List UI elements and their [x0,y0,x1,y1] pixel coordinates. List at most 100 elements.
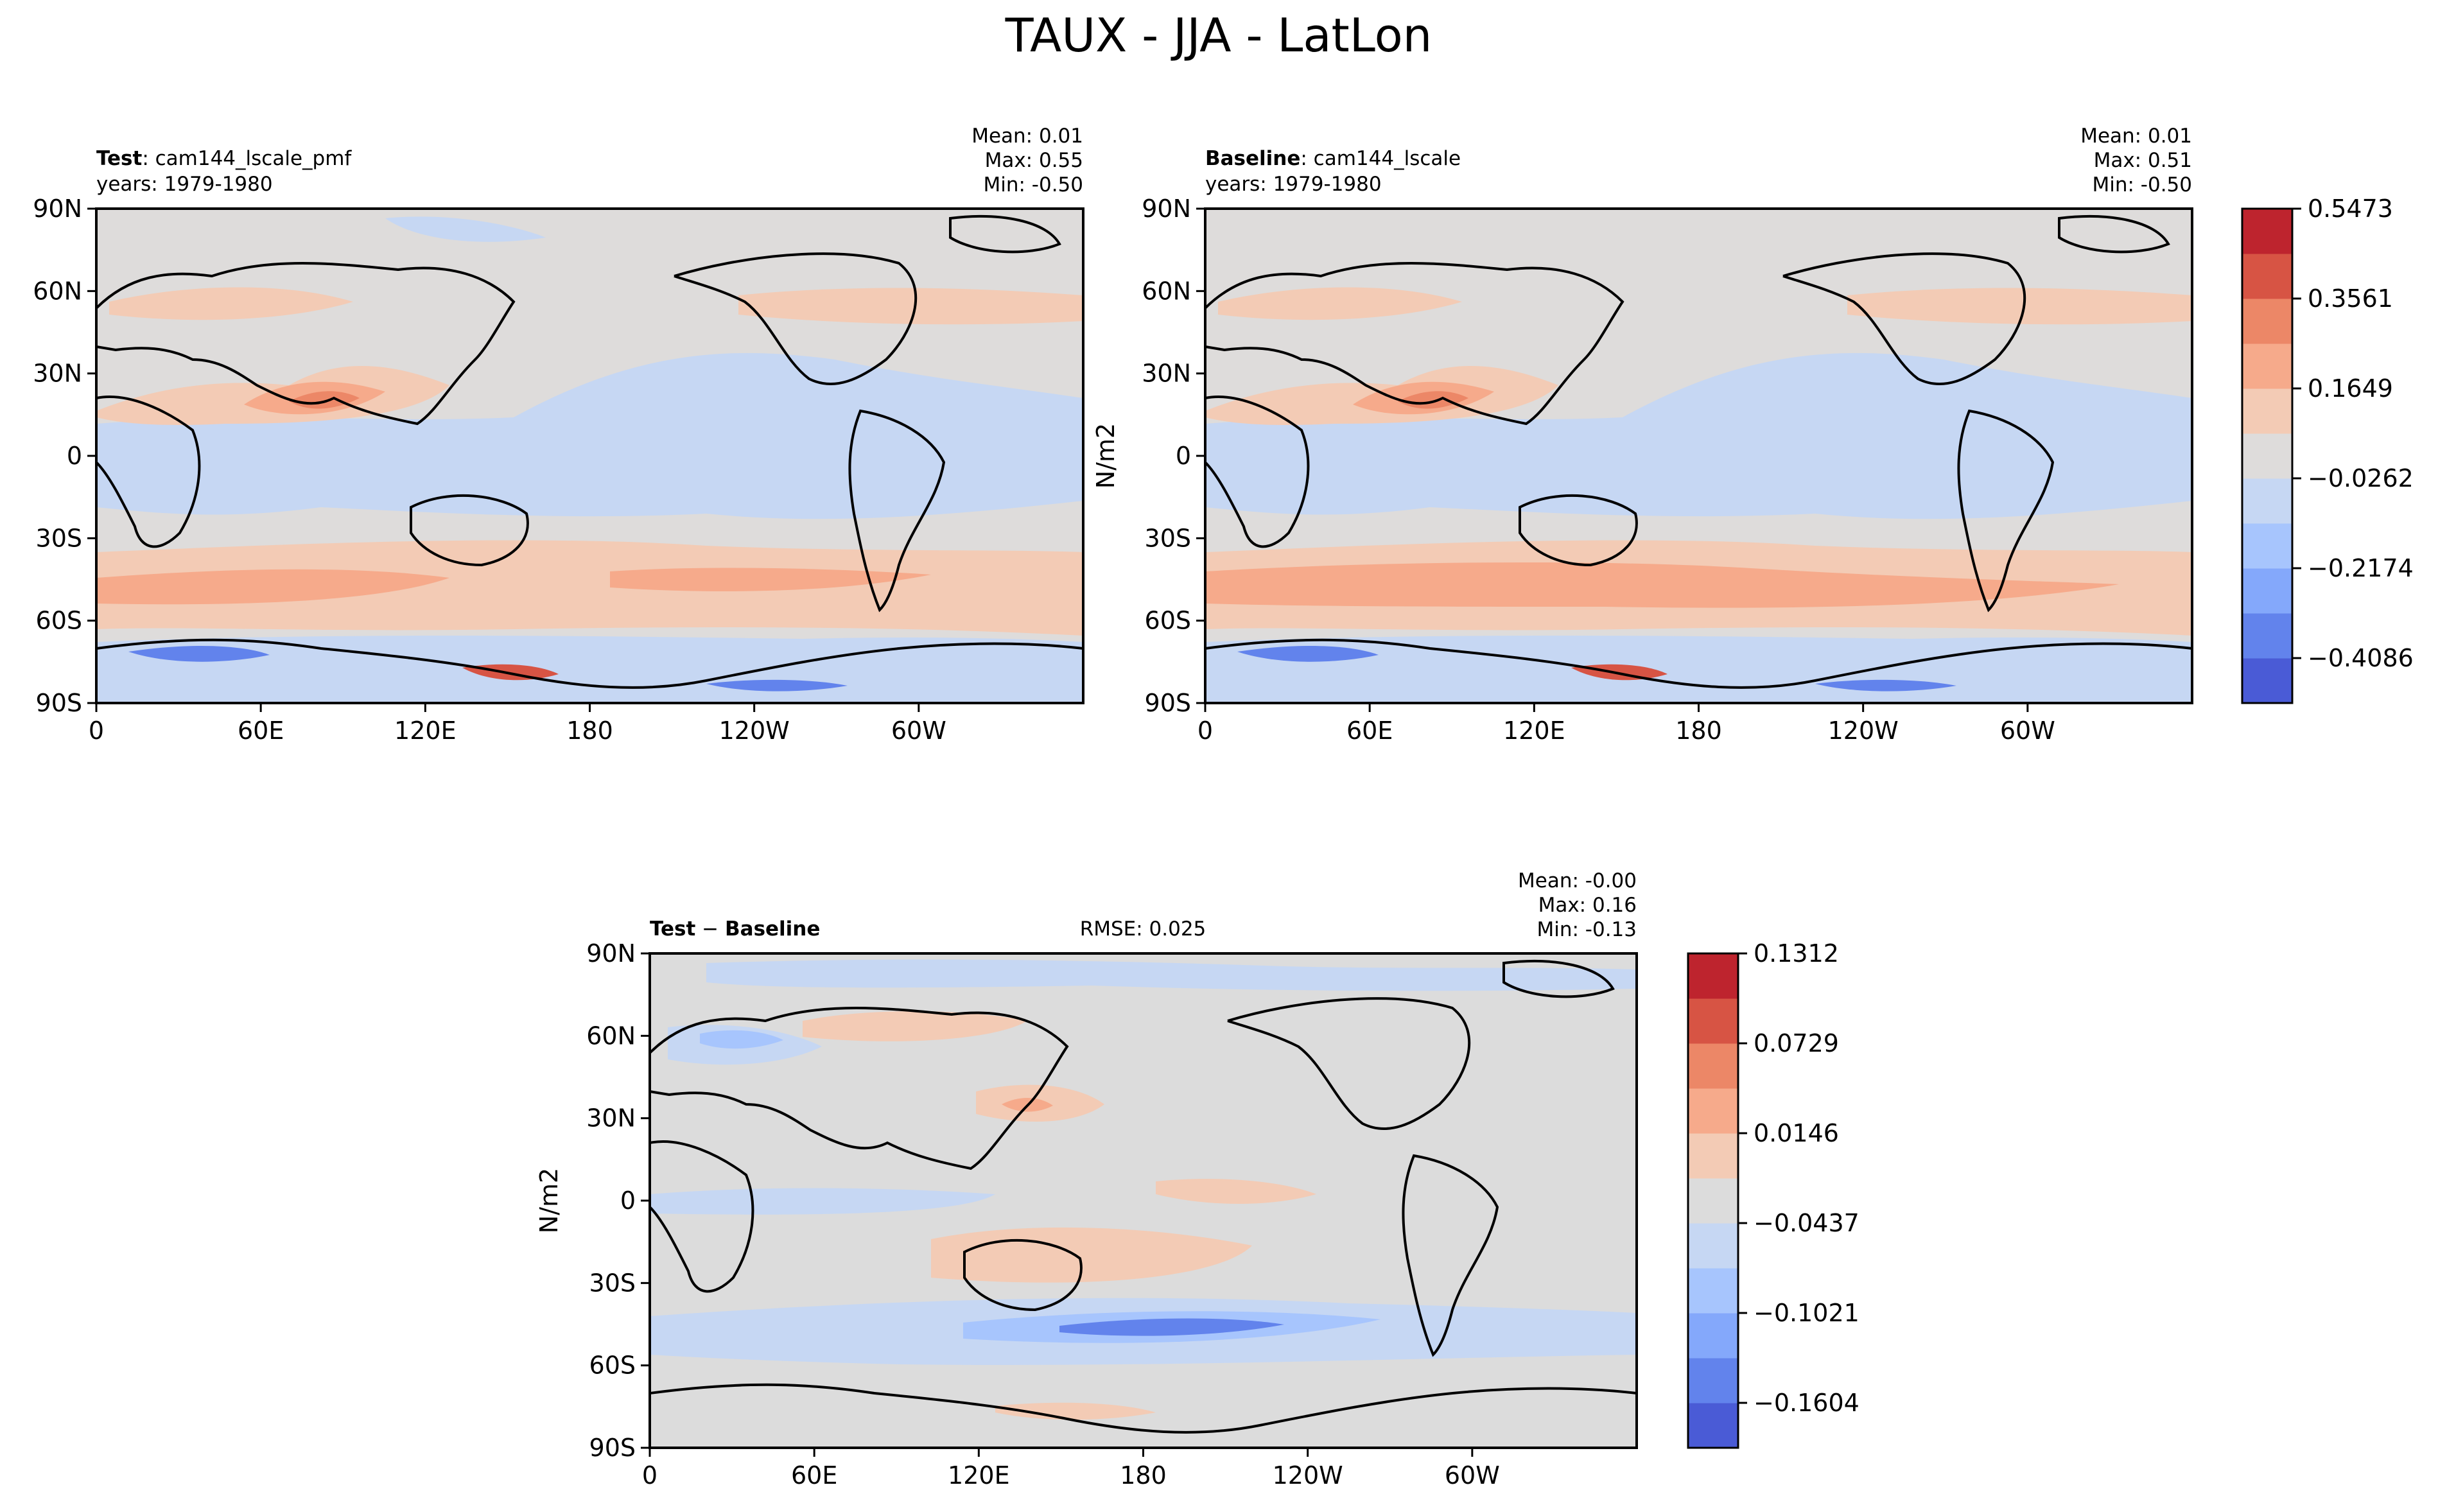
colorbar-segment [2242,388,2292,434]
main-colorbar-segments [2242,209,2292,704]
diff-coastline-north-america [1227,997,1471,1130]
diff-panel: Test − Baseline RMSE: 0.025 Mean: -0.00 … [535,869,1638,1490]
lon-tick-label: 60W [1445,1461,1500,1490]
lon-tick-label: 120E [948,1461,1010,1490]
lon-tick-label: 60W [891,717,946,745]
test-southern-westerlies-core [96,569,449,605]
diff-lat-ticks: 90N 60N 30N 0 30S 60S 90S [586,939,650,1462]
colorbar-tick-label: −0.1604 [1754,1389,1859,1417]
colorbar-segment [1688,953,1738,999]
test-lat-ticks: 90N 60N 30N 0 30S 60S 90S [33,195,96,717]
colorbar-tick-label: 0.3561 [2308,284,2393,313]
test-eurasia-westerlies [109,287,353,320]
diff-stat-mean: Mean: -0.00 [1518,869,1637,892]
baseline-coastline-africa [1205,395,1310,548]
lon-tick-label: 0 [1197,717,1213,745]
lon-tick-label: 60E [1346,717,1393,745]
baseline-coastline-eurasia [1205,262,1624,426]
lat-tick-label: 60S [589,1351,636,1380]
test-lon-ticks: 0 60E 120E 180 120W 60W [89,703,946,745]
diff-coastline-greenland [1502,959,1615,998]
diff-colorbar-ticks: 0.1312 0.0729 0.0146 −0.0437 −0.1021 −0.1604 [1738,939,1859,1417]
lon-tick-label: 120E [394,717,457,745]
lon-tick-label: 60E [238,717,284,745]
diff-coastline-australia [963,1238,1083,1312]
baseline-coastline-antarctica [1205,638,2192,689]
baseline-stat-max: Max: 0.51 [2094,149,2192,172]
lat-tick-label: 60S [1145,607,1191,635]
test-stat-min: Min: -0.50 [983,173,1083,196]
diff-colorbar-segments [1688,953,1738,1448]
colorbar-segment [2242,343,2292,389]
diff-label: Test − Baseline [650,917,820,941]
colorbar-tick-label: −0.2174 [2308,554,2414,582]
baseline-coastline-australia [1519,494,1638,567]
test-coastline-antarctica [96,638,1083,689]
diff-antarctic-red-region [995,1402,1156,1420]
diff-label-bold: Test [650,917,696,941]
lon-tick-label: 120W [1828,717,1899,745]
test-antarctic-blue-jet2 [706,679,848,691]
colorbar-segment [1688,1268,1738,1314]
baseline-ylabel: N/m2 [1092,423,1120,489]
lat-tick-label: 60N [33,277,82,305]
test-label: Test: cam144_lscale_pmf [96,147,352,170]
lat-tick-label: 60N [1142,277,1191,305]
colorbar-tick-label: 0.1312 [1754,939,1839,968]
colorbar-segment [1688,1313,1738,1359]
baseline-north-atlantic-westerlies [1847,288,2192,325]
main-colorbar-ticks: 0.5473 0.3561 0.1649 −0.0262 −0.2174 −0.4086 [2292,195,2414,672]
colorbar-segment [2242,209,2292,254]
lat-tick-label: 30S [1145,524,1191,552]
baseline-lon-ticks: 0 60E 120E 180 120W 60W [1197,703,2055,745]
diff-stat-min: Min: -0.13 [1537,918,1637,941]
test-antarctic-blue-jet [128,645,270,662]
test-stat-max: Max: 0.55 [985,149,1083,172]
baseline-coastline-greenland [2058,214,2170,254]
lon-tick-label: 180 [1120,1461,1167,1490]
colorbar-tick-label: 0.5473 [2308,195,2393,223]
colorbar-tick-label: 0.0146 [1754,1119,1839,1147]
baseline-years: years: 1979-1980 [1205,173,1382,196]
baseline-label-bold: Baseline [1205,147,1300,170]
test-trade-easterlies-region [96,352,1083,519]
lon-tick-label: 0 [642,1461,657,1490]
figure-title: TAUX - JJA - LatLon [1005,8,1432,62]
baseline-coastline-south-america [1957,409,2055,613]
test-southern-westerlies-core2 [610,568,931,591]
lon-tick-label: 120W [1273,1461,1343,1490]
baseline-lat-ticks: 90N 60N 30N 0 30S 60S 90S [1142,195,1205,717]
colorbar-segment [1688,1223,1738,1269]
lat-tick-label: 0 [620,1186,636,1215]
lat-tick-label: 90N [1142,195,1191,223]
diff-east-pacific-red-region [1156,1179,1316,1204]
colorbar-tick-label: −0.0437 [1754,1209,1859,1237]
colorbar-segment [2242,523,2292,569]
colorbar-segment [2242,478,2292,524]
diff-eurasia-blue-core [700,1030,783,1049]
diff-ylabel: N/m2 [535,1168,563,1233]
diff-lon-ticks: 0 60E 120E 180 120W 60W [642,1448,1500,1490]
test-coastline-south-america [848,409,946,613]
test-stat-mean: Mean: 0.01 [971,125,1083,148]
test-coastline-greenland [949,214,1061,254]
main-colorbar-frame [2241,207,2294,704]
lon-tick-label: 60W [2000,717,2055,745]
colorbar-segment [1688,998,1738,1044]
colorbar-segment [1688,1133,1738,1179]
colorbar-segment [2242,568,2292,614]
lat-tick-label: 30S [36,524,82,552]
diff-label-bold2: Baseline [725,917,820,941]
diff-southern-blue-peak [1059,1318,1284,1336]
lat-tick-label: 30N [1142,360,1191,388]
colorbar-tick-label: −0.4086 [2308,644,2414,672]
diff-tropical-blue-band [650,1188,995,1215]
lon-tick-label: 180 [1675,717,1722,745]
test-arctic-blue-region [385,216,546,242]
baseline-southern-westerlies-core [1205,562,2119,608]
baseline-map [1205,209,2192,703]
test-years: years: 1979-1980 [96,173,273,196]
colorbar-tick-label: 0.0729 [1754,1029,1839,1057]
test-coastline-eurasia [96,262,516,426]
